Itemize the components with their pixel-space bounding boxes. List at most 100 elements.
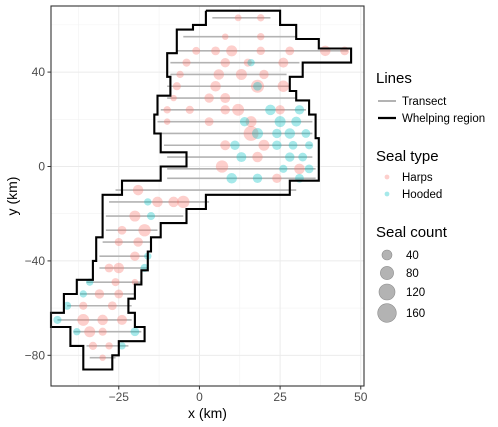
seal-point-hooded bbox=[279, 164, 288, 173]
seal-point-harps bbox=[272, 173, 282, 184]
legend-label-harps: Harps bbox=[402, 172, 433, 184]
seal-point-harps bbox=[104, 263, 114, 273]
seal-point-harps bbox=[220, 140, 231, 151]
seal-point-hooded bbox=[226, 173, 237, 184]
seal-point-harps bbox=[133, 237, 143, 247]
seal-point-hooded bbox=[53, 315, 62, 324]
x-tick-label: −25 bbox=[109, 390, 130, 404]
seal-point-hooded bbox=[79, 290, 87, 298]
seal-point-harps bbox=[163, 118, 171, 125]
plot-panel bbox=[49, 5, 365, 387]
seal-point-harps bbox=[117, 314, 127, 325]
seal-point-harps bbox=[235, 68, 247, 80]
seal-point-harps bbox=[192, 46, 201, 55]
seal-point-harps bbox=[204, 117, 214, 127]
seal-point-harps bbox=[138, 224, 151, 237]
legend-item-size-40: 40 bbox=[381, 249, 419, 262]
seal-point-harps bbox=[278, 57, 289, 68]
seal-point-harps bbox=[252, 151, 263, 163]
seal-point-hooded bbox=[265, 104, 276, 116]
seal-point-harps bbox=[211, 46, 220, 56]
seal-point-harps bbox=[107, 301, 117, 311]
y-tick-label: −80 bbox=[25, 348, 46, 362]
seal-point-harps bbox=[245, 116, 257, 128]
seal-point-hooded bbox=[146, 211, 156, 221]
legend: Lines Transect Whelping region Seal type… bbox=[376, 70, 485, 323]
seal-point-harps bbox=[114, 237, 123, 247]
y-tick-label: 40 bbox=[32, 65, 46, 79]
legend-key-size-40 bbox=[381, 249, 393, 261]
seal-point-harps bbox=[182, 58, 191, 67]
legend-item-size-160: 160 bbox=[377, 303, 425, 323]
seal-point-hooded bbox=[294, 105, 305, 115]
legend-label-hooded: Hooded bbox=[402, 189, 442, 201]
seal-point-hooded bbox=[118, 342, 126, 350]
seal-point-hooded bbox=[63, 301, 72, 310]
legend-size-title: Seal count bbox=[376, 224, 448, 241]
legend-label-transect: Transect bbox=[402, 96, 447, 108]
seal-point-hooded bbox=[298, 152, 308, 162]
legend-item-transect: Transect bbox=[378, 96, 447, 108]
seal-point-harps bbox=[105, 342, 113, 350]
legend-label-size-120: 120 bbox=[406, 287, 425, 299]
seal-point-hooded bbox=[236, 152, 247, 163]
seal-point-hooded bbox=[130, 327, 140, 337]
legend-label-whelping-region: Whelping region bbox=[402, 113, 485, 125]
legend-label-size-40: 40 bbox=[406, 250, 419, 262]
seal-points bbox=[53, 14, 350, 361]
seal-point-harps bbox=[226, 45, 238, 57]
grid-major bbox=[51, 6, 364, 386]
seal-point-hooded bbox=[305, 141, 314, 150]
x-tick-label: 0 bbox=[196, 390, 203, 404]
seal-point-hooded bbox=[288, 140, 298, 150]
panel-border bbox=[50, 5, 365, 387]
seal-point-harps bbox=[220, 105, 230, 115]
seal-point-harps bbox=[185, 105, 194, 114]
seal-point-hooded bbox=[253, 81, 262, 91]
seal-point-harps bbox=[163, 106, 171, 114]
legend-key-size-80 bbox=[380, 266, 394, 280]
y-tick-label: 0 bbox=[38, 159, 45, 173]
seal-point-harps bbox=[97, 314, 108, 326]
seal-point-hooded bbox=[239, 116, 250, 127]
seal-point-harps bbox=[111, 278, 120, 287]
legend-key-size-160 bbox=[377, 303, 397, 323]
seal-point-harps bbox=[257, 14, 265, 22]
seal-point-harps bbox=[176, 70, 184, 79]
seal-point-harps bbox=[132, 184, 144, 196]
legend-item-whelping-region: Whelping region bbox=[378, 113, 485, 125]
seal-point-harps bbox=[256, 46, 265, 56]
seal-point-harps bbox=[94, 289, 105, 299]
seal-point-harps bbox=[168, 196, 179, 208]
seal-point-hooded bbox=[291, 116, 302, 127]
seal-point-hooded bbox=[247, 58, 255, 67]
seal-point-harps bbox=[84, 326, 96, 338]
legend-key-hooded bbox=[384, 191, 390, 197]
seal-point-hooded bbox=[284, 128, 296, 139]
legend-type-title: Seal type bbox=[376, 148, 439, 165]
whelping-region bbox=[49, 9, 353, 371]
transect-lines bbox=[57, 17, 348, 359]
seal-point-harps bbox=[213, 69, 225, 80]
seal-point-harps bbox=[215, 160, 229, 173]
seal-point-harps bbox=[177, 195, 190, 209]
seal-point-harps bbox=[88, 341, 98, 350]
seal-point-harps bbox=[77, 313, 90, 326]
y-axis-title: y (km) bbox=[4, 177, 20, 216]
seal-point-harps bbox=[170, 94, 177, 102]
seal-point-hooded bbox=[73, 328, 81, 336]
seal-point-hooded bbox=[252, 173, 263, 184]
seal-point-harps bbox=[285, 46, 295, 56]
y-axis: −80 −40 0 40 bbox=[25, 65, 51, 362]
seal-point-hooded bbox=[274, 116, 286, 128]
seal-point-harps bbox=[220, 57, 230, 68]
x-axis: −25 0 25 50 bbox=[109, 386, 368, 404]
seal-point-harps bbox=[275, 105, 285, 115]
seal-point-harps bbox=[152, 196, 163, 208]
seal-point-hooded bbox=[285, 152, 295, 162]
seal-point-harps bbox=[234, 14, 242, 22]
legend-key-size-120 bbox=[378, 283, 396, 301]
seal-point-harps bbox=[232, 103, 245, 116]
seal-point-harps bbox=[117, 225, 127, 235]
